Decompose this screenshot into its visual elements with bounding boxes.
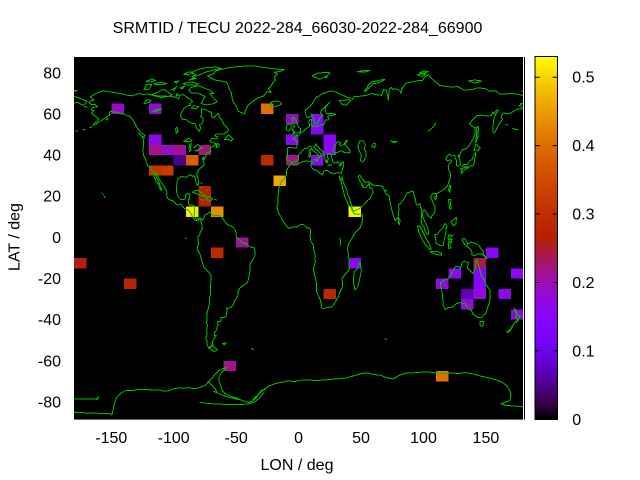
svg-text:-20: -20 — [38, 271, 61, 288]
svg-text:-100: -100 — [158, 430, 190, 447]
svg-text:LON / deg: LON / deg — [261, 457, 334, 474]
svg-text:100: 100 — [410, 430, 437, 447]
svg-text:-60: -60 — [38, 353, 61, 370]
svg-text:0: 0 — [52, 230, 61, 247]
svg-text:-40: -40 — [38, 312, 61, 329]
svg-text:0: 0 — [294, 430, 303, 447]
svg-text:0.1: 0.1 — [572, 343, 594, 360]
svg-text:SRMTID / TECU 2022-284_66030-2: SRMTID / TECU 2022-284_66030-2022-284_66… — [113, 20, 483, 37]
svg-text:50: 50 — [352, 430, 370, 447]
svg-text:0.2: 0.2 — [572, 275, 594, 292]
svg-text:0.5: 0.5 — [572, 70, 594, 87]
svg-text:150: 150 — [473, 430, 500, 447]
svg-text:40: 40 — [43, 148, 61, 165]
svg-text:-80: -80 — [38, 395, 61, 412]
svg-text:0.4: 0.4 — [572, 138, 594, 155]
svg-text:-50: -50 — [225, 430, 248, 447]
svg-text:0: 0 — [572, 412, 581, 429]
svg-text:0.3: 0.3 — [572, 207, 594, 224]
svg-text:LAT / deg: LAT / deg — [7, 203, 24, 271]
svg-text:60: 60 — [43, 106, 61, 123]
svg-text:20: 20 — [43, 189, 61, 206]
svg-text:80: 80 — [43, 65, 61, 82]
svg-text:-150: -150 — [95, 430, 127, 447]
